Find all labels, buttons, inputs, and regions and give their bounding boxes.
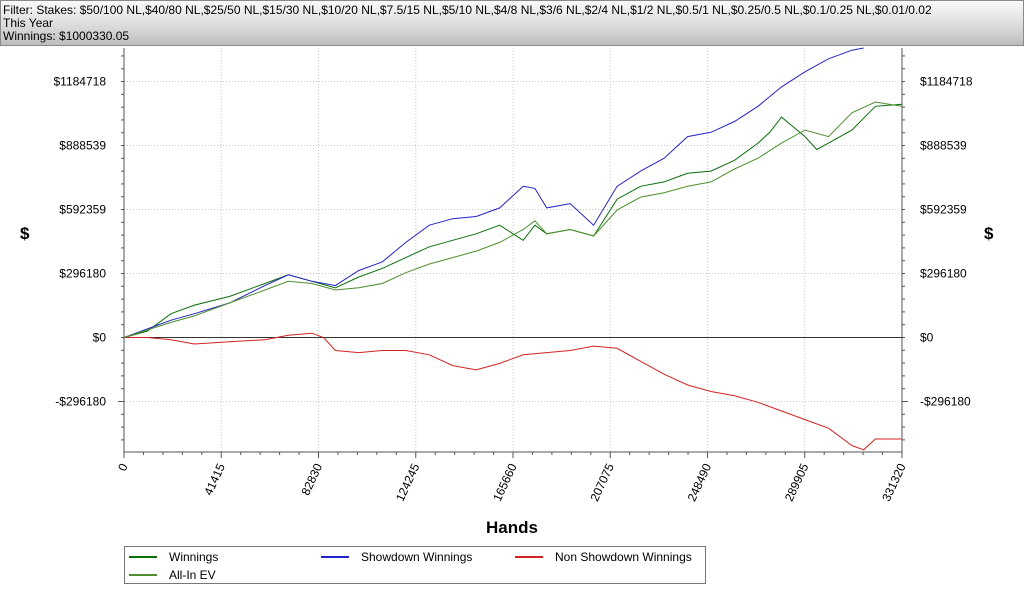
y-tick-label-left: $296180 bbox=[59, 267, 106, 281]
legend-swatch-winnings bbox=[129, 555, 157, 558]
x-tick-label: 124245 bbox=[393, 461, 423, 504]
y-tick-label-right: $0 bbox=[920, 330, 934, 344]
legend-swatch-showdown bbox=[321, 555, 349, 558]
y-axis-left-labels: $1184718 $888539 $592359 $296180 $0 -$296180 bbox=[54, 75, 107, 409]
x-tick-label: 41415 bbox=[201, 461, 228, 497]
legend-item-allin-ev: All-In EV bbox=[129, 568, 216, 582]
x-tick-label: 289905 bbox=[782, 461, 812, 504]
winnings-text: Winnings: $1000330.05 bbox=[3, 30, 130, 43]
y-tick-label-left: $0 bbox=[93, 330, 107, 344]
x-tick-label: 165660 bbox=[490, 461, 520, 504]
y-tick-label-right: $592359 bbox=[920, 203, 967, 217]
x-tick-label: 207075 bbox=[587, 461, 617, 504]
x-axis-labels: 0 41415 82830 124245 165660 207075 248490 28990… bbox=[115, 461, 909, 504]
x-axis-title: Hands bbox=[486, 518, 538, 537]
y-axis-right-labels: $1184718 $888539 $592359 $296180 $0 -$296180 bbox=[920, 75, 973, 409]
y-tick-label-right: $888539 bbox=[920, 139, 967, 153]
filter-text: Filter: Stakes: $50/100 NL,$40/80 NL,$25… bbox=[3, 3, 932, 17]
series-line-showdown-winnings bbox=[123, 47, 864, 338]
x-tick-label: 248490 bbox=[685, 461, 715, 504]
y-tick-label-right: $1184718 bbox=[920, 75, 973, 89]
y-tick-label-left: $1184718 bbox=[54, 75, 107, 89]
series-lines bbox=[123, 47, 903, 451]
y-tick-label-left: -$296180 bbox=[55, 394, 106, 408]
y-tick-label-left: $888539 bbox=[59, 139, 106, 153]
legend-label-non-showdown: Non Showdown Winnings bbox=[555, 550, 692, 564]
chart-grid bbox=[123, 48, 903, 452]
series-line-non-showdown-winnings bbox=[124, 332, 902, 451]
axis-ticks bbox=[118, 55, 908, 458]
y-tick-label-right: $296180 bbox=[920, 267, 967, 281]
chart-legend: Winnings Showdown Winnings Non Showdown … bbox=[124, 546, 706, 584]
y-tick-label-left: $592359 bbox=[59, 203, 106, 217]
legend-swatch-allin-ev bbox=[129, 573, 157, 576]
x-tick-label: 0 bbox=[115, 461, 131, 473]
series-line-winnings bbox=[123, 103, 903, 338]
x-tick-label: 331320 bbox=[879, 461, 909, 504]
filter-header: Filter: Stakes: $50/100 NL,$40/80 NL,$25… bbox=[0, 0, 1024, 46]
legend-item-winnings: Winnings bbox=[129, 550, 218, 564]
legend-label-allin-ev: All-In EV bbox=[169, 568, 216, 582]
series-line-all-in-ev bbox=[123, 101, 903, 338]
legend-item-showdown: Showdown Winnings bbox=[321, 550, 472, 564]
legend-label-winnings: Winnings bbox=[169, 550, 219, 564]
legend-swatch-non-showdown bbox=[515, 555, 543, 558]
y-axis-title-left: $ bbox=[20, 224, 30, 243]
period-text: This Year bbox=[3, 17, 54, 30]
y-axis-title-right: $ bbox=[984, 224, 994, 243]
x-tick-label: 82830 bbox=[298, 461, 325, 497]
legend-label-showdown: Showdown Winnings bbox=[361, 550, 473, 564]
legend-item-non-showdown: Non Showdown Winnings bbox=[515, 550, 692, 564]
y-tick-label-right: -$296180 bbox=[920, 394, 971, 408]
